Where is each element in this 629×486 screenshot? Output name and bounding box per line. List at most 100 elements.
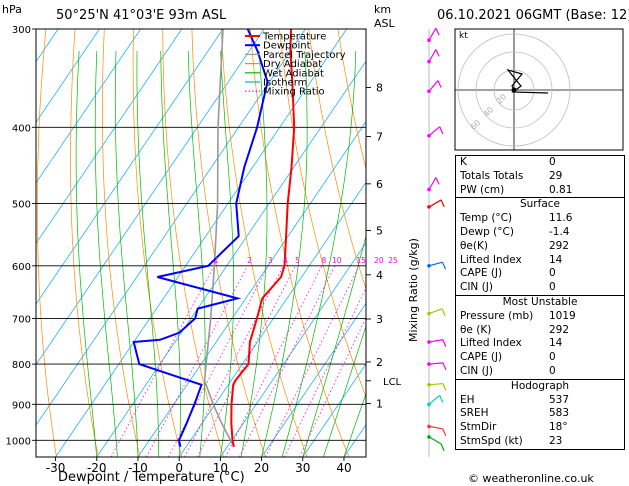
mixing-ratio-tick-label: 3 (268, 256, 273, 265)
isotherm-line (302, 363, 366, 457)
wet-adiabat-line (94, 50, 118, 457)
plot-frame (35, 28, 367, 458)
mixing-ratio-tick-label: 25 (388, 256, 398, 265)
wind-barb-staff (428, 394, 441, 405)
wet-adiabat-line (261, 50, 308, 457)
dry-adiabat-line (308, 29, 366, 290)
isotherms (36, 29, 366, 457)
x-axis-title: Dewpoint / Temperature (°C) (58, 470, 245, 485)
totals-totals-label: Totals Totals (460, 169, 524, 182)
height-tick-label: 7 (376, 131, 383, 144)
pressure-tick-label: 800 (12, 360, 31, 371)
legend-entry: Dry Adiabat (263, 59, 322, 70)
table-row: StmSpd (kt) 23 (456, 435, 624, 449)
height-tick-label: 4 (376, 269, 383, 282)
wet-adiabat-line (136, 50, 159, 457)
wet-adiabat-line (281, 50, 357, 457)
wind-barb-staff (428, 362, 443, 365)
row-value: 0 (549, 281, 556, 294)
dry-adiabat-line (191, 29, 266, 457)
mixing-ratio-line (238, 265, 336, 457)
wet-adiabat-line (343, 392, 366, 457)
mixing-ratio-tick-label: 4 (283, 256, 288, 265)
wind-barb-dot (427, 402, 431, 407)
pressure-tick-label: 700 (12, 314, 31, 325)
wind-barb-flag (440, 443, 445, 452)
height-tick-label: 2 (376, 356, 383, 369)
isotherm-line (261, 302, 366, 457)
pw-value: 0.81 (549, 183, 573, 196)
wind-barb-staff (428, 425, 443, 430)
wind-barb-flag (441, 261, 447, 270)
row-value: 292 (549, 239, 570, 252)
pressure-tick-label: 1000 (6, 436, 31, 447)
mixing-ratio-tick-label: 20 (374, 256, 384, 265)
row-value: 14 (549, 253, 563, 266)
wind-barb-flag (435, 177, 440, 185)
row-value: 583 (549, 407, 570, 420)
temperature-tick-label: -20 (87, 461, 107, 475)
mixing-ratio-lines (110, 265, 366, 457)
legend-entry: Isotherm (263, 78, 307, 89)
surface-title: Surface (519, 198, 560, 211)
row-value: 0 (549, 267, 556, 280)
mixing-ratio-tick-label: 8 (321, 256, 326, 265)
wind-barb-dot (427, 311, 431, 316)
wind-barb-flag (442, 339, 447, 347)
table-row: CAPE (J) 0 (456, 267, 624, 281)
pressure-tick-label: 400 (12, 123, 31, 134)
pressure-tick-label: 900 (12, 400, 31, 411)
wind-barb-dot (427, 383, 431, 387)
height-tick-label: 5 (376, 224, 383, 237)
wind-barb-flag (439, 126, 444, 134)
wind-barb-staff (428, 339, 443, 343)
pressure-tick-label: 600 (12, 262, 31, 273)
most-unstable-section: Most Unstable Pressure (mb) 1019 θe (K) 29… (456, 294, 624, 379)
km-unit-label: km (374, 3, 392, 16)
hodograph-ring (475, 51, 553, 129)
mixing-ratio-axis-title: Mixing Ratio (g/kg) (407, 238, 420, 342)
isotherm-line (36, 29, 306, 426)
row-value: 0 (549, 364, 556, 377)
row-label: Dewp (°C) (460, 225, 514, 238)
legend-entry: Parcel Trajectory (263, 50, 346, 61)
totals-totals-value: 29 (549, 169, 563, 182)
temperature-axis: -30 -20 -10 0 10 20 30 40 (46, 457, 352, 475)
pressure-gridlines (36, 28, 366, 441)
row-label: CAPE (J) (460, 351, 503, 364)
lcl-label: LCL (383, 377, 402, 388)
row-value: 14 (549, 337, 563, 350)
table-row: Temp (°C) 11.6 (456, 212, 624, 226)
dry-adiabat-line (249, 29, 350, 457)
table-row: Lifted Index 14 (456, 337, 624, 351)
row-label: CAPE (J) (460, 267, 503, 280)
hodograph-storm-marker (511, 87, 517, 93)
wind-barb-dot (427, 187, 431, 192)
dry-adiabat-line (36, 29, 57, 457)
wind-barb-staff (428, 261, 443, 267)
location-title: 50°25'N 41°03'E 93m ASL (56, 8, 227, 23)
table-row: θe(K) 292 (456, 240, 624, 254)
pressure-unit-label: hPa (2, 3, 22, 16)
asl-label: ASL (374, 17, 395, 30)
row-value: -1.4 (549, 225, 570, 238)
row-value: 1019 (549, 309, 576, 322)
row-label: EH (460, 393, 475, 406)
mixing-ratio-tick-label: 15 (356, 256, 366, 265)
copyright-link[interactable]: © weatheronline.co.uk (468, 472, 594, 485)
height-tick-label: 3 (376, 313, 383, 326)
row-label: StmSpd (kt) (460, 434, 523, 447)
wind-barb-flag (441, 308, 446, 317)
mixing-ratio-line (146, 265, 248, 457)
legend-entry: Dewpoint (263, 41, 311, 52)
totals-totals-row: Totals Totals 29 (456, 170, 624, 184)
mixing-ratio-line (264, 265, 360, 457)
row-label: CIN (J) (460, 364, 493, 377)
wet-adiabat-line (160, 50, 181, 457)
isotherm-line (36, 29, 141, 184)
temperature-tick-label: 20 (254, 461, 269, 475)
